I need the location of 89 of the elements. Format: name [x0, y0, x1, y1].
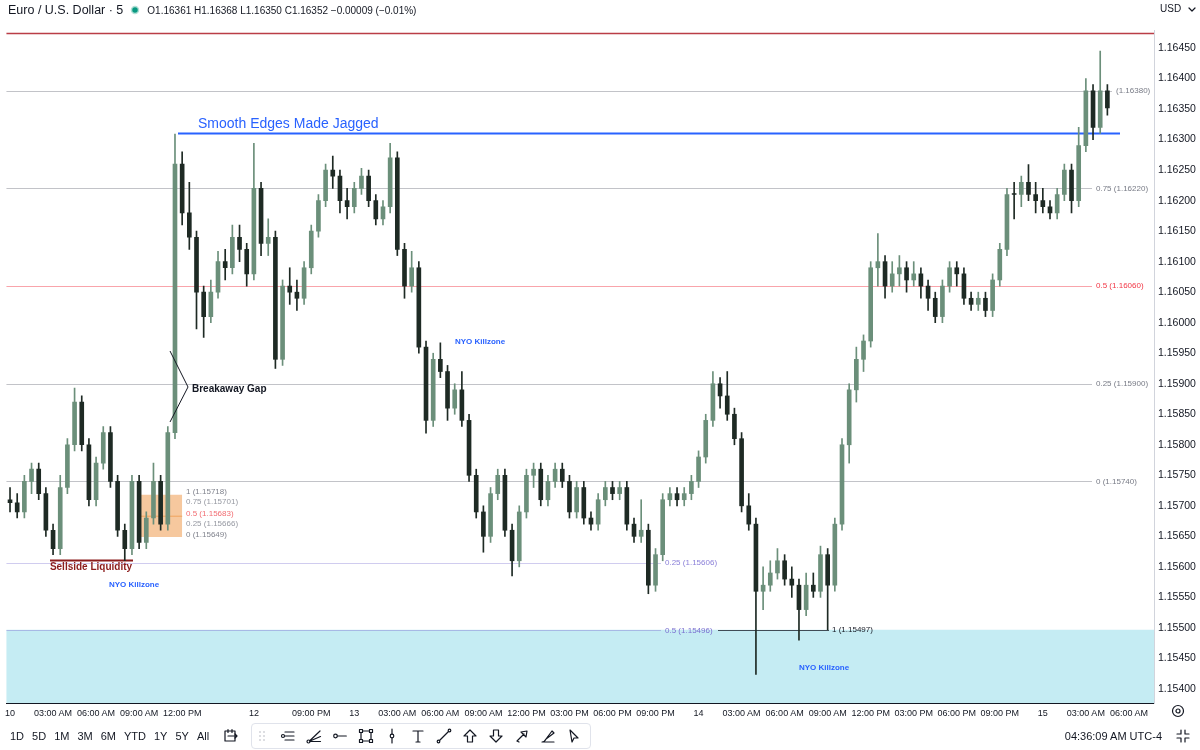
y-tick-label: 1.16450 [1158, 40, 1197, 53]
x-tick-label: 09:00 AM [808, 707, 847, 718]
x-tick-label: 09:00 AM [120, 707, 159, 718]
x-tick-label: 06:00 AM [421, 707, 460, 718]
y-tick-label: 1.15550 [1158, 590, 1197, 603]
text: 5Y [175, 730, 189, 742]
text: 3M [77, 730, 93, 742]
y-tick-label: 1.16300 [1158, 132, 1197, 145]
x-tick-label: 09:00 PM [636, 707, 675, 718]
x-tick-label: 03:00 AM [1066, 707, 1105, 718]
x-tick-label: 03:00 AM [34, 707, 73, 718]
x-tick-label: 03:00 AM [722, 707, 761, 718]
candlestick [265, 218, 271, 256]
annotation: NYO Killzone [798, 663, 850, 673]
candlestick [330, 155, 336, 189]
y-tick-label: 1.15850 [1158, 407, 1197, 420]
ref-line-label: 0.75 (1.16220) [1096, 183, 1149, 193]
x-tick-label: 06:00 AM [1109, 707, 1148, 718]
x-tick-label: 06:00 PM [937, 707, 977, 718]
x-tick-label: 12:00 PM [851, 707, 890, 718]
ref-line-label: 1 (1.15497) [832, 624, 874, 634]
chart-title: Euro / U.S. Dollar · 5 [8, 3, 124, 17]
ref-line-label: 0.5 (1.15496) [665, 625, 713, 635]
x-tick-label: 09:00 AM [464, 707, 503, 718]
y-tick-label: 1.16200 [1158, 193, 1197, 206]
y-tick-label: 1.16350 [1158, 101, 1197, 114]
x-tick-label: 03:00 PM [894, 707, 933, 718]
text: YTD [123, 730, 146, 742]
annotation: 0.75 (1.15701) [186, 497, 239, 507]
text: All [196, 730, 210, 742]
ref-line-label: 0 (1.15740) [1096, 476, 1138, 486]
annotation: 1 (1.15718) [186, 486, 228, 496]
text: 6M [100, 730, 116, 742]
y-tick-label: 1.16400 [1158, 71, 1197, 84]
y-tick-label: 1.16250 [1158, 162, 1197, 175]
ref-line-label: (1.16380) [1116, 85, 1151, 95]
annotation: 0 (1.15649) [186, 529, 228, 539]
x-tick-label: 06:00 PM [593, 707, 632, 718]
y-tick-label: 1.16100 [1158, 254, 1197, 267]
y-tick-label: 1.15650 [1158, 529, 1197, 542]
x-tick-label: 12 [248, 707, 259, 718]
y-tick-label: 1.15500 [1158, 620, 1197, 633]
candlestick [789, 566, 795, 598]
y-axis-title: USD [1160, 3, 1182, 14]
x-tick-label: 15 [1037, 707, 1048, 718]
candlestick [222, 249, 228, 281]
x-tick-label: 03:00 AM [378, 707, 417, 718]
y-tick-label: 1.16150 [1158, 224, 1197, 237]
ref-line-label: 0.5 (1.16060) [1096, 281, 1144, 291]
x-tick-label: 14 [693, 707, 704, 718]
y-tick-label: 1.15600 [1158, 559, 1197, 572]
annotation: 0.25 (1.15666) [186, 519, 239, 529]
text: 04:36:09 AM UTC-4 [1064, 730, 1162, 742]
y-tick-label: 1.15800 [1158, 437, 1197, 450]
x-tick-label: 06:00 AM [765, 707, 804, 718]
chart-subtitle: O1.16361 H1.16368 L1.16350 C1.16352 −0.00009 (−0.01%) [147, 4, 417, 16]
candlestick [287, 267, 293, 305]
x-tick-label: 09:00 PM [980, 707, 1020, 718]
y-tick-label: 1.15400 [1158, 681, 1197, 694]
x-tick-label: 12:00 PM [162, 707, 202, 718]
annotation: Breakaway Gap [192, 382, 267, 394]
ref-line-label: 0.25 (1.15606) [665, 558, 718, 568]
text: 1M [54, 730, 70, 742]
ref-line-label: Smooth Edges Made Jagged [198, 115, 379, 132]
y-tick-label: 1.15700 [1158, 498, 1197, 511]
y-tick-label: 1.15900 [1158, 376, 1197, 389]
annotation: NYO Killzone [108, 580, 160, 590]
candlestick [7, 487, 13, 513]
text: 1D [10, 730, 25, 742]
candlestick [638, 499, 644, 543]
x-tick-label: 06:00 AM [77, 707, 116, 718]
y-tick-label: 1.16050 [1158, 285, 1197, 298]
ref-line-label: 0.25 (1.15900) [1096, 378, 1149, 388]
y-tick-label: 1.15750 [1158, 468, 1197, 481]
annotation: 0.5 (1.15683) [186, 508, 234, 518]
text: 5D [32, 730, 47, 742]
x-tick-label: 03:00 PM [550, 707, 589, 718]
x-tick-label: 09:00 PM [291, 707, 331, 718]
annotation: NYO Killzone [454, 337, 506, 347]
x-tick-label: 13 [349, 707, 360, 718]
ref-line-label: Sellside Liquidity [49, 561, 133, 573]
x-tick-label: 12:00 PM [507, 707, 546, 718]
y-tick-label: 1.15950 [1158, 346, 1197, 359]
candlestick [1011, 181, 1017, 220]
text: 1Y [153, 730, 168, 742]
y-tick-label: 1.15450 [1158, 651, 1197, 664]
y-tick-label: 1.16000 [1158, 315, 1197, 328]
candlestick [911, 261, 917, 287]
x-tick-label: 10 [5, 707, 16, 718]
